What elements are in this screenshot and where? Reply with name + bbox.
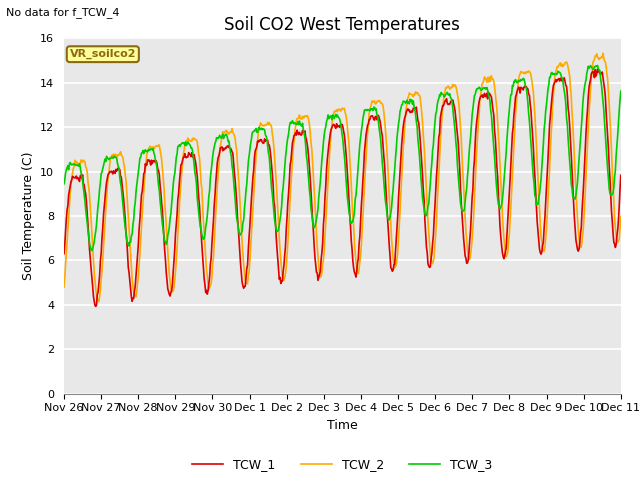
Y-axis label: Soil Temperature (C): Soil Temperature (C) [22, 152, 35, 280]
TCW_2 [95, 299, 102, 304]
TCW_2 [428, 256, 435, 262]
TCW_1 [411, 106, 419, 111]
X-axis label: Time: Time [327, 419, 358, 432]
TCW_1 [185, 150, 193, 156]
Text: No data for f_TCW_4: No data for f_TCW_4 [6, 7, 120, 18]
TCW_2 [70, 164, 78, 169]
TCW_3 [214, 135, 222, 141]
Text: VR_soilco2: VR_soilco2 [70, 49, 136, 60]
TCW_2 [411, 92, 419, 98]
TCW_2 [185, 138, 193, 144]
TCW_1 [60, 251, 68, 257]
TCW_1 [428, 256, 435, 262]
TCW_3 [185, 140, 193, 146]
TCW_1 [594, 66, 602, 72]
TCW_3 [617, 88, 625, 94]
TCW_3 [88, 248, 96, 253]
TCW_1 [128, 299, 136, 304]
TCW_3 [428, 168, 435, 174]
TCW_3 [128, 231, 136, 237]
TCW_3 [60, 181, 68, 187]
Line: TCW_1: TCW_1 [64, 69, 621, 306]
TCW_1 [617, 172, 625, 178]
TCW_1 [214, 155, 222, 161]
TCW_3 [411, 106, 419, 112]
TCW_1 [70, 175, 78, 181]
TCW_1 [92, 303, 100, 309]
TCW_3 [70, 161, 78, 167]
Line: TCW_2: TCW_2 [64, 53, 621, 301]
TCW_2 [599, 50, 607, 56]
TCW_2 [128, 276, 136, 282]
Title: Soil CO2 West Temperatures: Soil CO2 West Temperatures [225, 16, 460, 34]
TCW_2 [214, 172, 222, 178]
Line: TCW_3: TCW_3 [64, 65, 621, 251]
TCW_2 [617, 214, 625, 219]
TCW_3 [594, 62, 602, 68]
TCW_2 [60, 285, 68, 290]
Legend: TCW_1, TCW_2, TCW_3: TCW_1, TCW_2, TCW_3 [187, 453, 498, 476]
